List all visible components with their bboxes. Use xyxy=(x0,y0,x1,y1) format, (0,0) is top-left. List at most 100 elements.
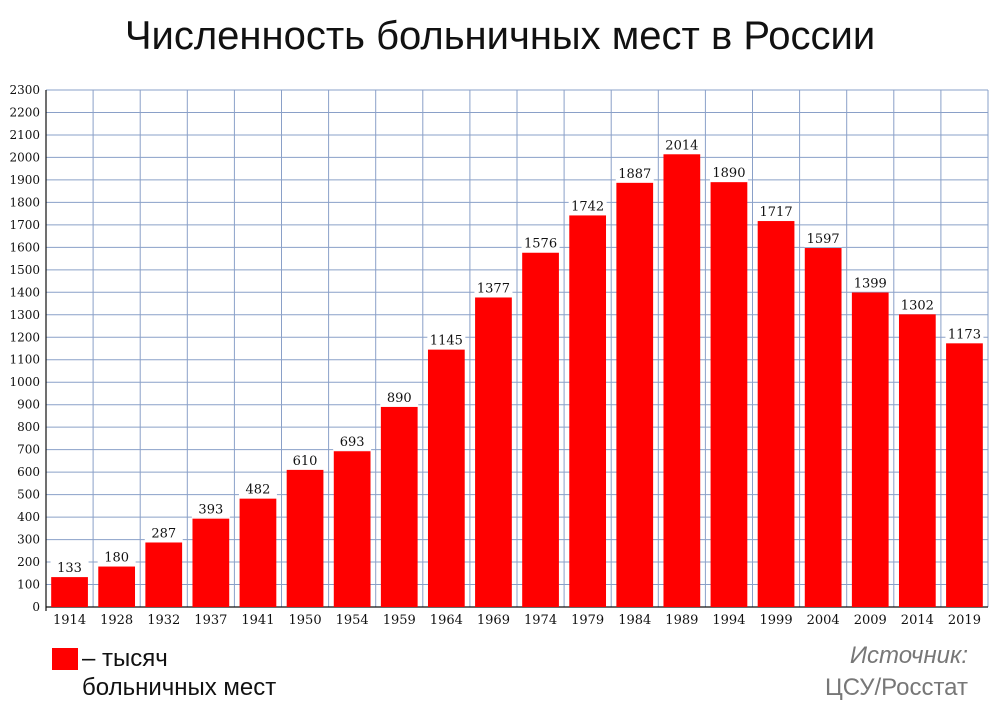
bar xyxy=(475,297,512,607)
bar xyxy=(427,349,465,607)
data-label-bg xyxy=(662,137,701,154)
bar xyxy=(898,314,936,607)
y-tick-label: 2300 xyxy=(9,83,40,97)
data-label-bg xyxy=(427,332,466,349)
data-label: 133 xyxy=(57,561,82,576)
y-tick-label: 1500 xyxy=(9,263,40,277)
bar xyxy=(380,406,418,607)
data-label: 1145 xyxy=(430,334,463,349)
data-label-bg xyxy=(945,326,984,343)
y-tick-label: 1200 xyxy=(9,330,40,344)
grid-lines xyxy=(45,89,989,611)
y-tick-label: 2100 xyxy=(9,128,40,142)
data-label: 393 xyxy=(198,503,223,518)
data-label-bg xyxy=(709,165,748,182)
x-axis-ticks: 1914 1928 1932 1937 1941 1950 1954 1959 1964 1969… xyxy=(53,613,981,628)
data-label: 1597 xyxy=(807,232,840,247)
y-tick-label: 400 xyxy=(17,510,40,524)
data-label: 610 xyxy=(293,454,318,469)
x-tick-label: 1999 xyxy=(760,613,793,628)
data-label-bg xyxy=(333,434,372,451)
bar xyxy=(616,182,654,608)
x-tick-label: 1941 xyxy=(241,613,274,628)
data-label: 1742 xyxy=(571,199,604,214)
data-label-bg xyxy=(474,280,513,297)
bar xyxy=(51,577,88,607)
y-tick-label: 300 xyxy=(17,533,40,547)
bar xyxy=(286,469,324,607)
y-tick-label: 500 xyxy=(17,488,40,502)
data-label-bg xyxy=(50,560,89,577)
source-note: Источник: ЦСУ/Росстат xyxy=(825,640,968,704)
data-label: 1399 xyxy=(854,277,887,292)
x-tick-label: 2019 xyxy=(948,613,981,628)
data-label: 180 xyxy=(104,551,129,566)
bar xyxy=(333,451,371,607)
data-label-bg xyxy=(804,231,843,248)
y-tick-label: 0 xyxy=(32,600,40,614)
data-label-bg xyxy=(851,275,890,292)
x-tick-label: 2009 xyxy=(854,613,887,628)
x-tick-label: 2014 xyxy=(901,613,934,628)
bar xyxy=(192,518,230,607)
y-tick-label: 1600 xyxy=(9,240,40,254)
bar xyxy=(98,566,136,607)
bar xyxy=(569,215,607,607)
bar xyxy=(710,182,748,607)
data-label-bg xyxy=(191,501,230,518)
data-label-bg xyxy=(97,549,136,566)
data-label: 482 xyxy=(246,483,271,498)
data-label: 2014 xyxy=(665,138,698,153)
bar xyxy=(804,248,842,608)
data-label: 1302 xyxy=(901,298,934,313)
x-tick-label: 1950 xyxy=(289,613,322,628)
y-tick-label: 1800 xyxy=(9,195,40,209)
y-tick-label: 600 xyxy=(17,465,40,479)
x-tick-label: 1937 xyxy=(194,613,227,628)
bar xyxy=(239,498,277,607)
x-tick-label: 1979 xyxy=(571,613,604,628)
data-label-bg xyxy=(757,204,796,221)
data-label-bg xyxy=(898,297,937,314)
data-label: 1887 xyxy=(618,167,651,182)
source-label: Источник: xyxy=(849,642,968,669)
x-tick-label: 1984 xyxy=(618,613,651,628)
bar xyxy=(851,292,889,607)
y-tick-label: 100 xyxy=(17,578,40,592)
x-tick-label: 1914 xyxy=(53,613,86,628)
y-tick-label: 200 xyxy=(17,555,40,569)
source-value: ЦСУ/Росстат xyxy=(824,674,968,701)
y-tick-label: 1300 xyxy=(9,308,40,322)
data-label: 890 xyxy=(387,391,412,406)
data-label-bg xyxy=(568,198,607,215)
x-tick-label: 2004 xyxy=(807,613,840,628)
data-label-bg xyxy=(615,165,654,182)
y-tick-label: 2200 xyxy=(9,105,40,119)
data-label: 693 xyxy=(340,435,365,450)
x-tick-label: 1954 xyxy=(336,613,369,628)
x-tick-label: 1928 xyxy=(100,613,133,628)
bars xyxy=(51,154,983,608)
data-label: 287 xyxy=(151,526,176,541)
x-tick-label: 1969 xyxy=(477,613,510,628)
bar xyxy=(522,252,559,607)
data-label: 1377 xyxy=(477,281,510,296)
legend-label-line2: больничных мест xyxy=(82,674,277,701)
data-label: 1717 xyxy=(760,205,793,220)
y-tick-label: 2000 xyxy=(9,150,40,164)
y-tick-label: 1700 xyxy=(9,218,40,232)
y-tick-label: 900 xyxy=(17,398,40,412)
x-tick-label: 1989 xyxy=(665,613,698,628)
chart-title: Численность больничных мест в России xyxy=(124,14,876,58)
y-tick-label: 700 xyxy=(17,443,40,457)
x-tick-label: 1974 xyxy=(524,613,557,628)
y-tick-label: 1900 xyxy=(9,173,40,187)
data-label-bg xyxy=(286,452,325,469)
bar xyxy=(663,154,701,607)
bar xyxy=(145,542,183,607)
y-tick-label: 1100 xyxy=(9,353,40,367)
y-tick-label: 1400 xyxy=(9,285,40,299)
data-label: 1173 xyxy=(948,327,981,342)
y-axis-ticks: 0 100 200 300 400 500 600 700 800 900 1000 1100 1200… xyxy=(9,83,40,614)
